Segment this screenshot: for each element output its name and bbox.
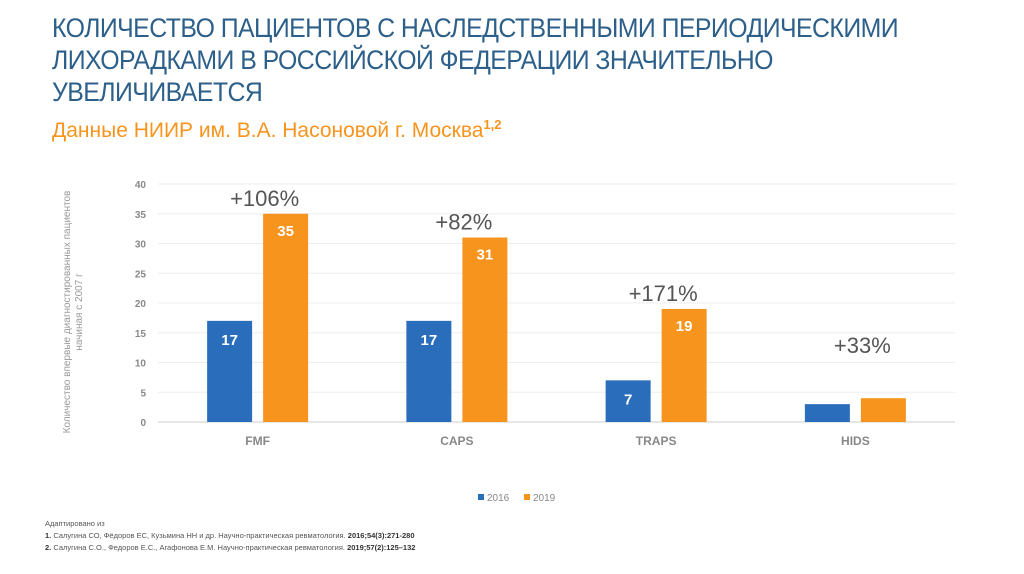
subtitle: Данные НИИР им. В.А. Насоновой г. Москва… xyxy=(52,117,502,143)
page-title: КОЛИЧЕСТВО ПАЦИЕНТОВ С НАСЛЕДСТВЕННЫМИ П… xyxy=(52,13,899,107)
y-tick-label: 20 xyxy=(135,299,147,310)
subtitle-footnote: 1,2 xyxy=(483,117,502,132)
bar-2016-CAPS xyxy=(406,320,452,422)
y-tick-label: 5 xyxy=(140,388,146,399)
x-tick-label: TRAPS xyxy=(636,434,677,448)
bar-2016-HIDS xyxy=(804,404,850,422)
growth-annotation: +171% xyxy=(629,281,698,306)
reference-2: 2. Салугина С.О., Федоров Е.С., Агафонов… xyxy=(45,543,416,552)
x-tick-label: HIDS xyxy=(841,434,870,448)
y-tick-label: 40 xyxy=(135,180,147,191)
bar-2019-FMF xyxy=(263,213,309,422)
subtitle-text: Данные НИИР им. В.А. Насоновой г. Москва xyxy=(52,119,484,142)
legend-label: 2019 xyxy=(533,493,556,504)
reference-1: 1. Салугина СО, Фёдоров ЕС, Кузьмина НН … xyxy=(45,531,415,540)
growth-annotation: +82% xyxy=(435,210,492,235)
bar-2016-FMF xyxy=(207,320,253,422)
bar-2019-HIDS xyxy=(860,398,906,422)
growth-annotation: +33% xyxy=(834,333,891,358)
bar-data-label: 17 xyxy=(421,332,438,349)
bar-2016-TRAPS xyxy=(605,380,651,422)
growth-annotation: +106% xyxy=(230,186,299,211)
bar-data-label: 7 xyxy=(624,391,632,408)
x-tick-label: CAPS xyxy=(440,434,473,448)
references-intro: Адаптировано из xyxy=(45,519,105,528)
y-tick-label: 15 xyxy=(135,329,147,340)
legend-swatch xyxy=(524,494,530,500)
legend-swatch xyxy=(478,494,484,500)
bar-data-label: 17 xyxy=(221,332,238,349)
bar-data-label: 31 xyxy=(477,247,494,264)
bar-2019-TRAPS xyxy=(661,308,707,422)
y-tick-label: 25 xyxy=(135,269,147,280)
y-tick-label: 10 xyxy=(135,359,147,370)
y-axis-label: Количество впервые диагностированных пац… xyxy=(62,191,85,434)
y-tick-label: 35 xyxy=(135,210,147,221)
bar-2019-CAPS xyxy=(462,237,508,422)
x-tick-label: FMF xyxy=(245,434,270,448)
references: Адаптировано из 1. Салугина СО, Фёдоров … xyxy=(45,518,415,554)
legend-label: 2016 xyxy=(487,493,510,504)
y-tick-label: 30 xyxy=(135,240,147,251)
bar-data-label: 35 xyxy=(277,223,294,240)
bar-data-label: 19 xyxy=(676,318,693,335)
y-tick-label: 0 xyxy=(140,418,146,429)
